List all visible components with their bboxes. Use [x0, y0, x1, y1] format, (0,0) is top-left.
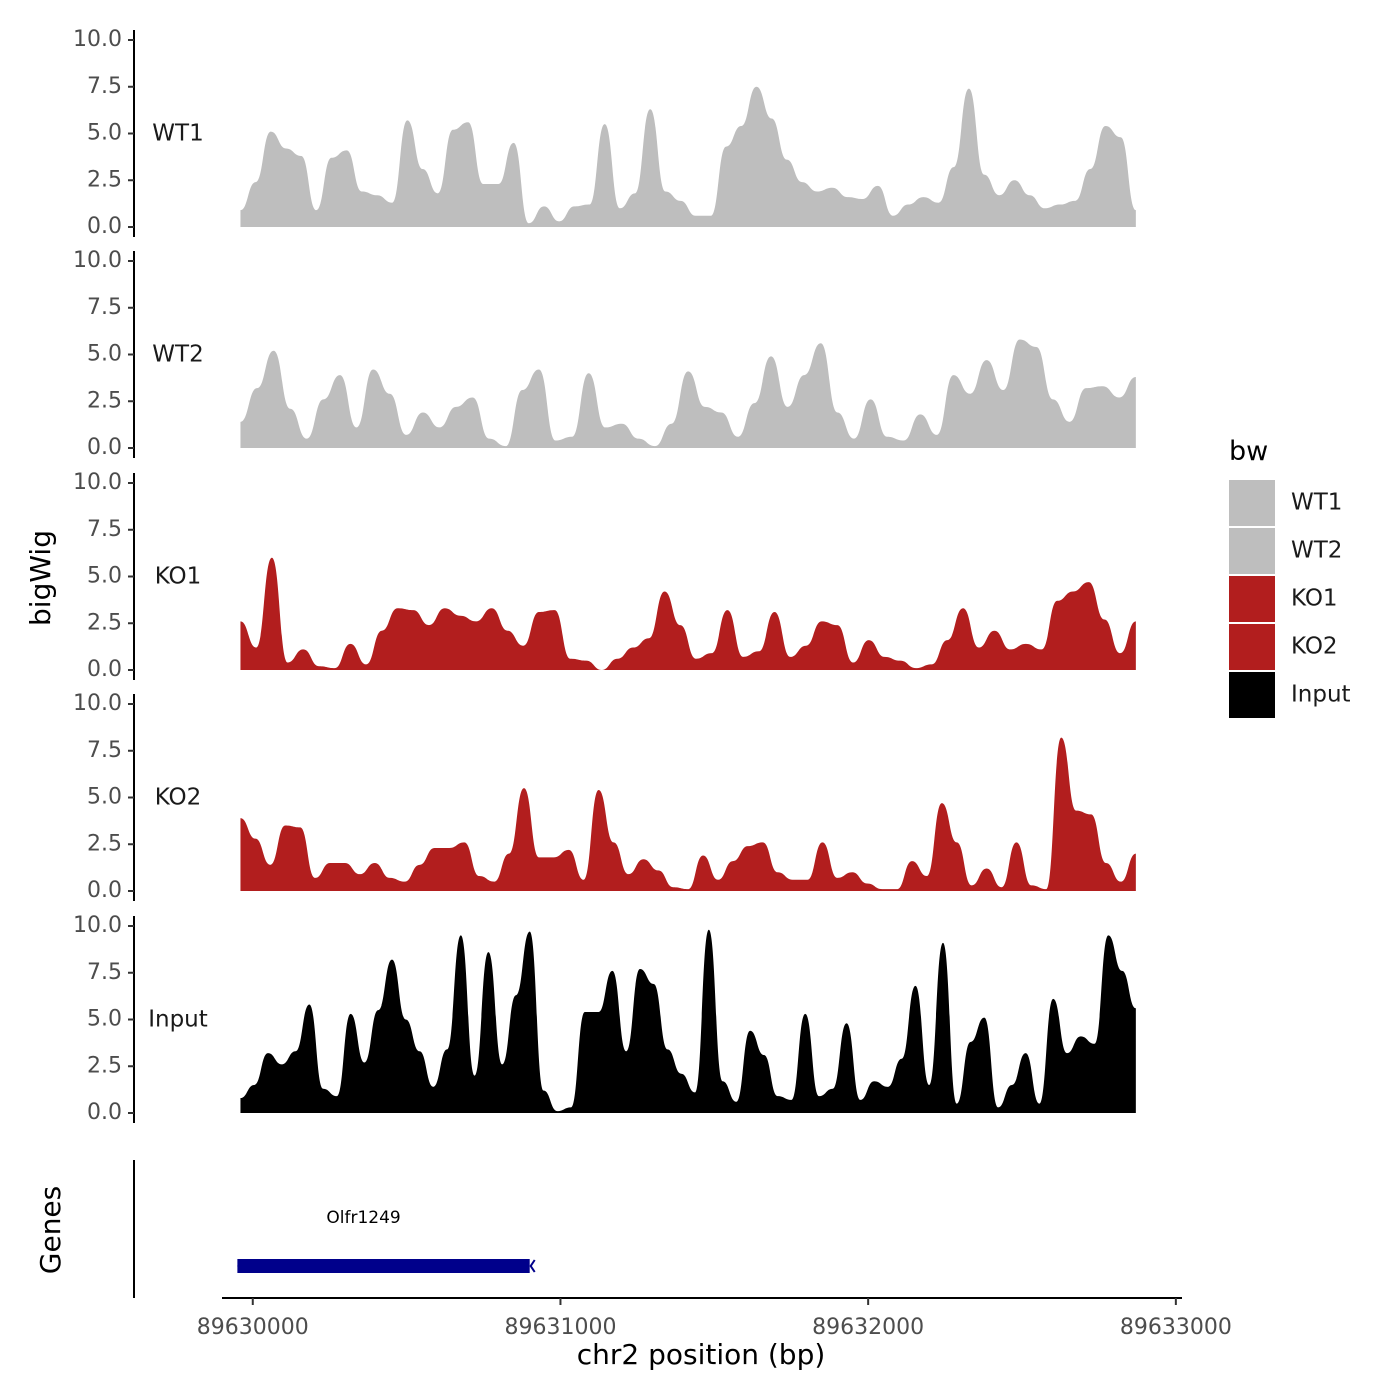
legend-label: WT1	[1291, 490, 1342, 516]
y-tick-label: 7.5	[87, 960, 122, 985]
coverage-area-ko1	[240, 557, 1136, 670]
track-label-ko2: KO2	[155, 785, 202, 811]
legend-entry-ko2: KO2	[1229, 624, 1338, 670]
track-label-wt2: WT2	[152, 342, 203, 368]
coverage-area-wt2	[240, 339, 1136, 448]
legend-swatch	[1229, 624, 1275, 670]
y-tick-label: 0.0	[87, 1100, 122, 1125]
x-axis: 89630000 89631000 89632000 89633000 chr2 po…	[197, 1297, 1232, 1371]
track-label-wt1: WT1	[152, 121, 203, 147]
legend: bw WT1 WT2 KO1 KO2 Input	[1229, 436, 1351, 718]
y-tick-label: 2.5	[87, 388, 122, 413]
strand-arrow-icon	[529, 1259, 536, 1273]
y-tick-label: 10.0	[73, 27, 122, 52]
panel-wt1: 0.0 2.5 5.0 7.5 10.0 WT1	[73, 27, 1136, 239]
coverage-panels: 0.02.55.07.510.0WT10.02.55.07.510.0WT20.…	[73, 27, 1136, 1125]
y-tick-label: 2.5	[87, 831, 122, 856]
y-tick-label: 5.0	[87, 785, 122, 810]
panel-ko2: 0.0 2.5 5.0 7.5 10.0 KO2	[73, 691, 1136, 903]
strand-arrow-icon	[237, 1259, 244, 1273]
gene-olfr1249: Olfr1249	[237, 1208, 536, 1273]
x-tick-label: 89633000	[1120, 1315, 1232, 1340]
gene-label: Olfr1249	[326, 1208, 400, 1228]
track-label-input: Input	[148, 1007, 208, 1033]
y-tick-label: 2.5	[87, 610, 122, 635]
y-tick-label: 0.0	[87, 657, 122, 682]
legend-swatch	[1229, 480, 1275, 526]
y-tick-label: 2.5	[87, 167, 122, 192]
y-tick-label: 7.5	[87, 738, 122, 763]
genes-group: Olfr1249	[237, 1208, 536, 1273]
legend-entry-input: Input	[1229, 672, 1351, 718]
y-tick-label: 7.5	[87, 74, 122, 99]
legend-swatch	[1229, 528, 1275, 574]
y-tick-label: 5.0	[87, 121, 122, 146]
legend-label: WT2	[1291, 538, 1342, 564]
panel-ko1: 0.0 2.5 5.0 7.5 10.0 KO1	[73, 470, 1136, 682]
genes-panel: Genes Olfr1249	[34, 1160, 536, 1298]
legend-entries: WT1 WT2 KO1 KO2 Input	[1229, 480, 1351, 718]
x-tick-label: 89630000	[197, 1315, 309, 1340]
y-tick-label: 2.5	[87, 1053, 122, 1078]
y-tick-label: 10.0	[73, 248, 122, 273]
gene-body	[237, 1259, 530, 1273]
panel-wt2: 0.0 2.5 5.0 7.5 10.0 WT2	[73, 248, 1136, 460]
y-tick-label: 7.5	[87, 295, 122, 320]
x-tick-label: 89631000	[504, 1315, 616, 1340]
y-tick-label: 5.0	[87, 342, 122, 367]
y-tick-label: 5.0	[87, 1007, 122, 1032]
coverage-area-wt1	[240, 86, 1136, 227]
y-tick-label: 7.5	[87, 517, 122, 542]
y-tick-label: 0.0	[87, 214, 122, 239]
y-axis-title: bigWig	[24, 530, 57, 626]
y-tick-label: 10.0	[73, 913, 122, 938]
coverage-area-ko2	[240, 737, 1136, 891]
legend-entry-wt2: WT2	[1229, 528, 1342, 574]
x-tick-label: 89632000	[812, 1315, 924, 1340]
y-tick-label: 0.0	[87, 878, 122, 903]
y-tick-label: 10.0	[73, 470, 122, 495]
y-tick-label: 10.0	[73, 691, 122, 716]
panel-input: 0.0 2.5 5.0 7.5 10.0 Input	[73, 913, 1136, 1125]
y-tick-label: 5.0	[87, 564, 122, 589]
legend-label: Input	[1291, 682, 1351, 708]
legend-label: KO2	[1291, 634, 1338, 660]
genes-track-title: Genes	[34, 1186, 67, 1274]
x-axis-title: chr2 position (bp)	[577, 1338, 826, 1371]
legend-label: KO1	[1291, 586, 1338, 612]
x-ticks: 89630000 89631000 89632000 89633000	[197, 1298, 1232, 1340]
y-tick-label: 0.0	[87, 435, 122, 460]
legend-swatch	[1229, 576, 1275, 622]
track-label-ko1: KO1	[155, 564, 202, 590]
legend-swatch	[1229, 672, 1275, 718]
legend-title: bw	[1229, 436, 1268, 467]
legend-entry-wt1: WT1	[1229, 480, 1342, 526]
legend-entry-ko1: KO1	[1229, 576, 1338, 622]
coverage-area-input	[240, 929, 1136, 1113]
